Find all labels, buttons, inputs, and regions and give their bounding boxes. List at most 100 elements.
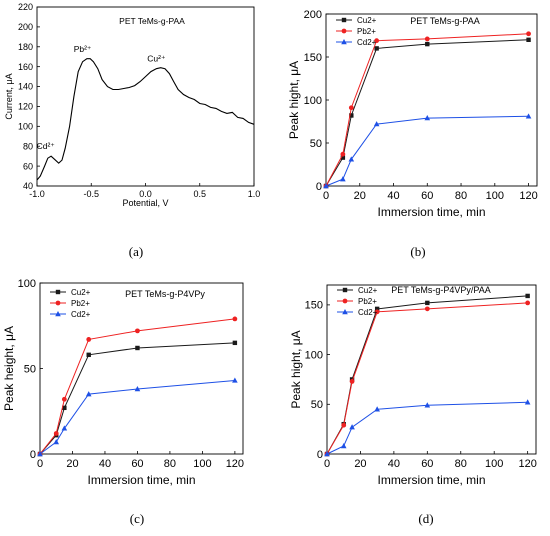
data-point (61, 425, 68, 431)
data-point (232, 316, 238, 322)
x-tick-label: 100 (193, 458, 211, 470)
data-point (349, 113, 354, 118)
x-tick-label: 80 (455, 458, 467, 470)
y-tick-label: 220 (18, 2, 33, 12)
plot-frame (36, 6, 255, 187)
y-tick-label: 0 (316, 181, 322, 193)
data-point (341, 422, 347, 428)
legend-marker (341, 28, 347, 34)
data-point (424, 402, 431, 408)
x-axis-title: Potential, V (122, 198, 168, 208)
y-axis-title: Current, μA (4, 73, 14, 119)
legend-label: Cd2+ (71, 310, 91, 319)
y-tick-label: 140 (18, 82, 33, 92)
data-point (374, 38, 380, 44)
legend-marker (55, 311, 61, 317)
data-point (525, 300, 531, 306)
legend-label: Cu2+ (358, 286, 378, 295)
data-point (425, 300, 430, 306)
x-tick-label: 40 (387, 190, 399, 202)
legend-label: Pb2+ (71, 299, 90, 308)
y-tick-label: 100 (305, 349, 323, 361)
x-tick-label: -1.0 (29, 189, 45, 199)
legend-label: Pb2+ (357, 27, 376, 36)
y-tick-label: 0 (317, 449, 323, 461)
x-tick-label: 0.5 (193, 189, 206, 199)
data-point (374, 46, 379, 51)
x-tick-label: 40 (388, 458, 400, 470)
data-point (61, 396, 67, 402)
data-point (348, 156, 355, 162)
legend-label: Pb2+ (358, 297, 377, 306)
x-tick-label: 40 (99, 458, 111, 470)
x-axis-title: Immersion time, min (377, 205, 485, 219)
x-tick-label: 20 (354, 190, 366, 202)
data-point (526, 37, 531, 42)
y-tick-label: 50 (24, 363, 36, 375)
data-point (134, 386, 141, 392)
y-axis-title: Peak hight, μA (289, 330, 303, 408)
y-tick-label: 100 (18, 278, 36, 290)
legend-marker (342, 309, 348, 315)
data-point (62, 405, 67, 411)
data-point (85, 391, 92, 397)
y-tick-label: 150 (304, 52, 322, 64)
data-point (324, 451, 330, 457)
panel-2: 0 20 40 60 80 100 120 0 50 100 Immersion time, min… (2, 278, 244, 526)
data-point (374, 406, 380, 412)
legend-marker (55, 300, 61, 306)
x-tick-label: 120 (518, 458, 536, 470)
data-point (424, 306, 430, 312)
data-point (525, 293, 530, 299)
data-point (340, 176, 346, 182)
data-point (424, 115, 431, 121)
x-tick-label: 100 (486, 190, 504, 202)
panel-inner-title: PET TeMs-g-PAA (119, 16, 185, 26)
panel-inner-title: PET TeMs-g-P4VPy/PAA (391, 285, 491, 295)
y-tick-label: 200 (304, 9, 322, 21)
x-tick-label: -0.5 (83, 189, 99, 199)
x-tick-label: 60 (131, 458, 143, 470)
series-line (326, 401, 528, 455)
y-axis-title: Peak hight, μA (287, 61, 301, 139)
x-tick-label: 60 (421, 458, 433, 470)
y-tick-label: 120 (18, 102, 33, 112)
y-axis-title: Peak height, μA (2, 326, 16, 411)
peak-annotation: Cd²⁺ (37, 141, 56, 151)
panel-caption: (a) (129, 244, 143, 259)
panel-caption: (c) (130, 511, 144, 526)
x-tick-label: 80 (455, 190, 467, 202)
data-point (526, 31, 531, 37)
data-point (135, 328, 140, 334)
panel-caption: (b) (410, 244, 425, 259)
legend-marker (342, 298, 348, 304)
panel-inner-title: PET TeMs-g-PAA (410, 16, 480, 26)
x-tick-label: 0 (37, 458, 43, 470)
peak-annotation: Pb²⁺ (74, 44, 92, 54)
data-point (37, 451, 43, 457)
y-tick-label: 100 (18, 121, 33, 131)
data-point (232, 377, 238, 383)
panel-3: 0 20 40 60 80 100 120 0 50 100 150 Immersion time, … (289, 284, 537, 526)
series-line (325, 39, 529, 187)
y-tick-label: 50 (311, 399, 323, 411)
series-line (36, 58, 255, 181)
legend-label: Cu2+ (357, 16, 377, 25)
y-tick-label: 160 (18, 62, 33, 72)
y-tick-label: 200 (18, 22, 33, 32)
x-tick-label: 0 (323, 190, 329, 202)
legend-label: Cu2+ (71, 288, 91, 297)
legend-marker (342, 287, 348, 293)
legend-label: Cd2+ (358, 308, 378, 317)
x-tick-label: 20 (66, 458, 78, 470)
data-point (525, 113, 532, 119)
series-line (39, 318, 235, 455)
panel-1: 0 20 40 60 80 100 120 0 50 100 150 200 Immersion tim… (287, 9, 538, 259)
data-point (374, 309, 380, 315)
x-tick-label: 120 (226, 458, 244, 470)
x-tick-label: 120 (519, 190, 537, 202)
legend-marker (341, 39, 347, 45)
data-point (348, 105, 354, 111)
y-tick-label: 150 (305, 300, 323, 312)
